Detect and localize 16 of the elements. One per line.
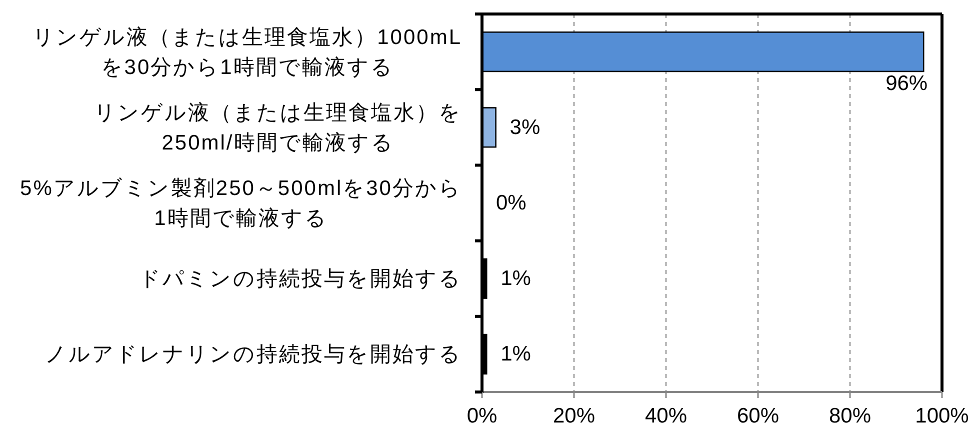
x-tick-label: 20%: [552, 404, 596, 428]
x-tick-label: 60%: [736, 404, 780, 428]
y-tick-label: 5%アルブミン製剤250～500mlを30分から 1時間で輸液する: [20, 176, 462, 230]
y-tick-label: ドパミンの持続投与を開始する: [139, 267, 462, 290]
data-label: 1%: [500, 342, 531, 366]
data-label: 3%: [510, 116, 540, 139]
x-tick-label: 80%: [828, 404, 872, 428]
x-tick-label: 100%: [915, 404, 969, 428]
data-label: 96%: [886, 72, 928, 95]
x-tick-label: 40%: [644, 404, 688, 428]
x-tick-label: 0%: [466, 404, 498, 428]
y-tick-label: リンゲル液（または生理食塩水）を 250ml/時間で輸液する: [94, 100, 462, 154]
y-tick-label: リンゲル液（または生理食塩水）1000mL を30分から1時間で輸液する: [32, 25, 462, 78]
data-label: 0%: [496, 192, 526, 214]
y-tick-label: ノルアドレナリンの持続投与を開始する: [45, 342, 462, 366]
data-label: 1%: [500, 267, 531, 290]
